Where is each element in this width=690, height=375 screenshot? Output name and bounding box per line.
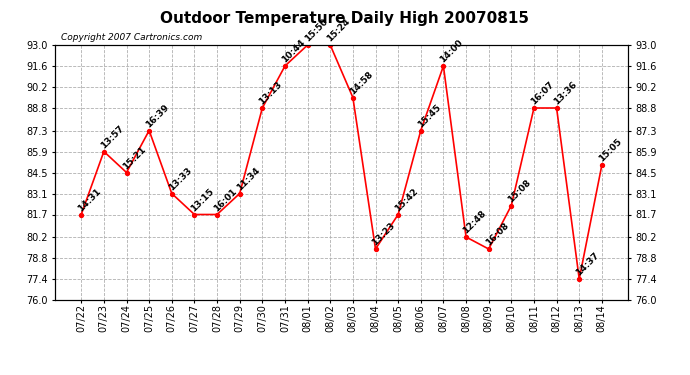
Text: 14:31: 14:31 [77, 186, 103, 213]
Point [370, 246, 381, 252]
Text: 13:13: 13:13 [257, 80, 284, 106]
Text: 16:07: 16:07 [529, 80, 555, 106]
Text: 13:36: 13:36 [551, 80, 578, 106]
Point [415, 128, 426, 134]
Text: 14:37: 14:37 [574, 251, 601, 278]
Point [551, 105, 562, 111]
Point [257, 105, 268, 111]
Text: 14:58: 14:58 [348, 69, 375, 96]
Text: 13:23: 13:23 [371, 221, 397, 248]
Text: 15:42: 15:42 [393, 186, 420, 213]
Point [99, 148, 110, 154]
Point [144, 128, 155, 134]
Text: 14:00: 14:00 [438, 38, 465, 64]
Point [166, 190, 177, 196]
Text: 10:44: 10:44 [280, 38, 306, 64]
Point [529, 105, 540, 111]
Point [393, 211, 404, 217]
Text: 15:50: 15:50 [303, 17, 329, 44]
Text: 15:08: 15:08 [506, 178, 533, 204]
Point [234, 190, 245, 196]
Text: 11:34: 11:34 [235, 165, 262, 192]
Text: 13:15: 13:15 [190, 186, 216, 213]
Point [483, 246, 494, 252]
Text: 13:57: 13:57 [99, 123, 126, 150]
Point [506, 202, 517, 208]
Point [460, 234, 471, 240]
Text: 15:21: 15:21 [121, 144, 148, 171]
Text: 16:39: 16:39 [144, 102, 171, 129]
Point [189, 211, 200, 217]
Text: 12:48: 12:48 [461, 209, 488, 236]
Point [573, 276, 584, 282]
Text: 16:01: 16:01 [212, 187, 239, 213]
Point [596, 162, 607, 168]
Point [279, 63, 290, 69]
Text: 15:45: 15:45 [416, 102, 442, 129]
Text: 15:05: 15:05 [597, 137, 623, 164]
Text: Copyright 2007 Cartronics.com: Copyright 2007 Cartronics.com [61, 33, 202, 42]
Point [302, 42, 313, 48]
Text: 16:08: 16:08 [484, 221, 510, 248]
Point [121, 170, 132, 176]
Text: Outdoor Temperature Daily High 20070815: Outdoor Temperature Daily High 20070815 [161, 11, 529, 26]
Text: 13:33: 13:33 [167, 165, 193, 192]
Point [347, 94, 358, 100]
Point [438, 63, 449, 69]
Text: 15:24: 15:24 [325, 17, 352, 44]
Point [76, 211, 87, 217]
Point [212, 211, 223, 217]
Point [325, 42, 336, 48]
